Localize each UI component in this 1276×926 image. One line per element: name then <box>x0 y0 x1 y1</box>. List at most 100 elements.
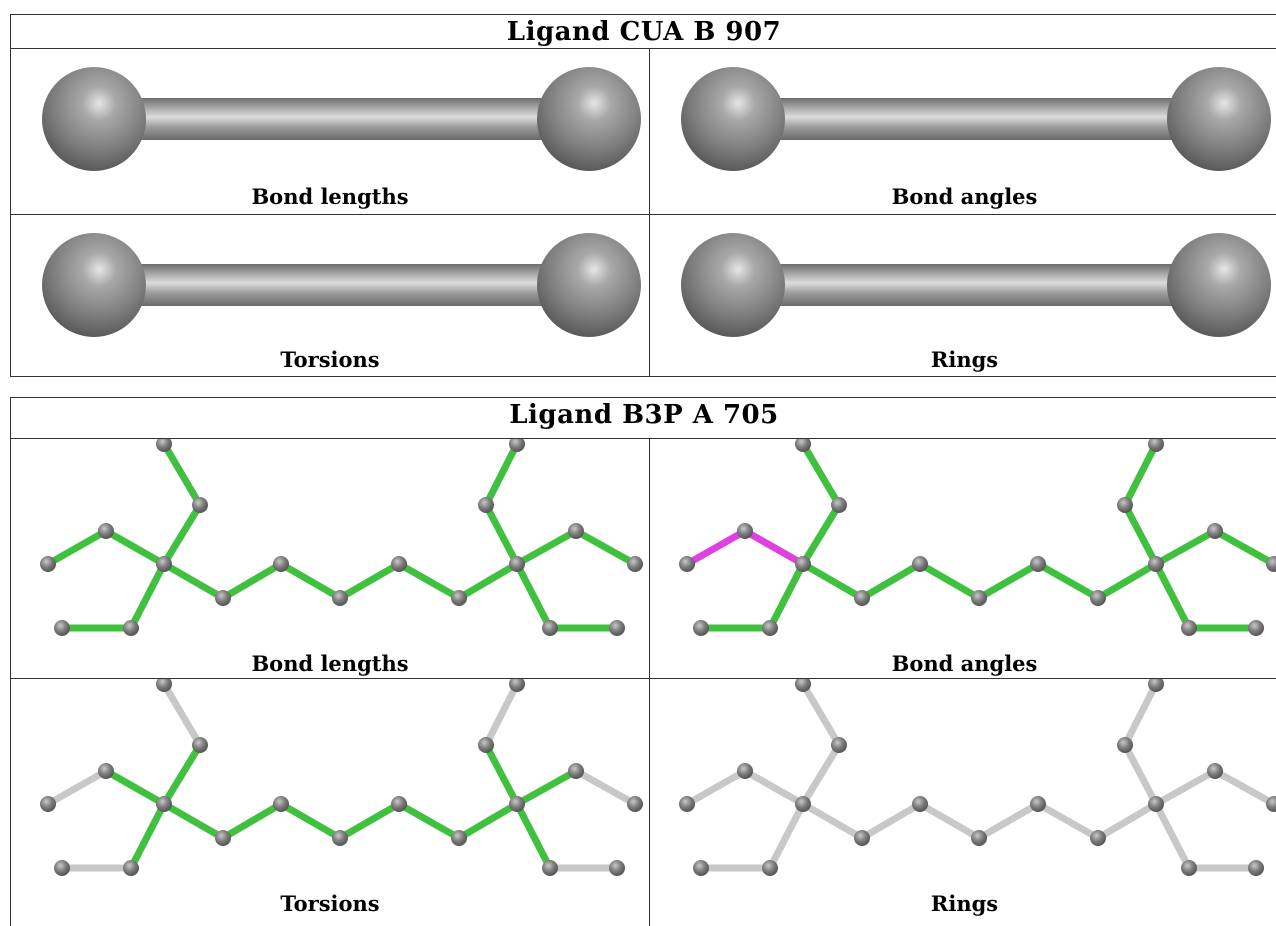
atom-sphere <box>42 67 146 171</box>
atom-sphere <box>681 67 785 171</box>
molecule <box>40 439 643 636</box>
bond <box>102 527 168 568</box>
bond <box>799 501 843 568</box>
atom <box>795 796 811 812</box>
cell-caption: Torsions <box>280 891 380 916</box>
bond <box>513 527 580 568</box>
torsions-image <box>42 233 641 337</box>
bond <box>799 680 843 749</box>
molecule <box>40 679 643 876</box>
atom <box>391 796 407 812</box>
bond <box>916 800 983 842</box>
bond <box>127 800 168 872</box>
atom <box>795 679 811 692</box>
divider <box>11 678 1276 679</box>
atom <box>1148 679 1164 692</box>
atom <box>215 830 231 846</box>
bond <box>1152 767 1219 808</box>
cell-torsions: Torsions <box>11 679 649 926</box>
divider <box>11 438 1276 439</box>
cell-caption: Torsions <box>280 347 380 372</box>
atom <box>737 523 753 539</box>
bond <box>395 560 463 602</box>
bond <box>572 767 639 808</box>
atom <box>609 860 625 876</box>
atom <box>451 830 467 846</box>
atom <box>1266 556 1276 572</box>
atom <box>273 796 289 812</box>
bond <box>1152 560 1193 632</box>
bond-angles-image <box>681 67 1271 171</box>
bond <box>858 560 924 602</box>
cell-bond-angles: Bond angles <box>650 49 1276 214</box>
bond-rod <box>733 264 1219 306</box>
cell-rings: Rings <box>650 679 1276 926</box>
divider <box>11 48 1276 49</box>
bond <box>1034 560 1102 602</box>
cell-caption: Rings <box>930 891 999 916</box>
atom <box>40 796 56 812</box>
atom <box>391 556 407 572</box>
atom-sphere <box>1167 233 1271 337</box>
rings-image <box>679 679 1276 876</box>
atom <box>509 679 525 692</box>
bond <box>513 800 554 872</box>
bond <box>975 560 1042 602</box>
bond <box>1121 741 1160 808</box>
atom <box>1207 523 1223 539</box>
bond <box>1121 440 1160 509</box>
cell-caption: Bond lengths <box>251 184 409 209</box>
bond <box>1211 767 1276 808</box>
atom <box>912 796 928 812</box>
bond <box>127 560 168 632</box>
atom <box>762 620 778 636</box>
atom <box>1181 860 1197 876</box>
atom <box>509 556 525 572</box>
atom <box>1117 737 1133 753</box>
atom <box>509 439 525 452</box>
atom-sphere <box>537 67 641 171</box>
atom <box>1181 620 1197 636</box>
bond <box>44 767 110 808</box>
atom <box>1248 620 1264 636</box>
atom <box>1148 796 1164 812</box>
bond-rod <box>94 264 589 306</box>
cell-torsions: Torsions <box>11 215 649 376</box>
cell-caption: Rings <box>930 347 999 372</box>
bond <box>482 741 521 808</box>
atom <box>273 556 289 572</box>
bond <box>1121 680 1160 749</box>
panel-title: Ligand CUA B 907 <box>506 17 782 47</box>
atom <box>693 860 709 876</box>
bond <box>799 440 843 509</box>
bond <box>160 800 227 842</box>
bond <box>219 560 285 602</box>
atom <box>1090 830 1106 846</box>
bond <box>1094 560 1160 602</box>
atom <box>156 556 172 572</box>
atom <box>1207 763 1223 779</box>
bond <box>741 767 807 808</box>
bond <box>277 560 344 602</box>
bond <box>975 800 1042 842</box>
atom <box>156 796 172 812</box>
atom <box>831 497 847 513</box>
atom <box>40 556 56 572</box>
cell-bond-lengths: Bond lengths <box>11 49 649 214</box>
bond <box>395 800 463 842</box>
atom <box>737 763 753 779</box>
atom <box>156 439 172 452</box>
atom <box>156 679 172 692</box>
divider <box>649 49 650 376</box>
atom <box>1148 439 1164 452</box>
molecule <box>679 679 1276 876</box>
bond <box>455 560 521 602</box>
bond <box>1094 800 1160 842</box>
atom <box>332 830 348 846</box>
bond-rod <box>733 98 1219 140</box>
bond <box>102 767 168 808</box>
cell-caption: Bond lengths <box>251 651 409 676</box>
divider <box>649 439 650 926</box>
bond <box>160 741 204 808</box>
atom <box>679 556 695 572</box>
